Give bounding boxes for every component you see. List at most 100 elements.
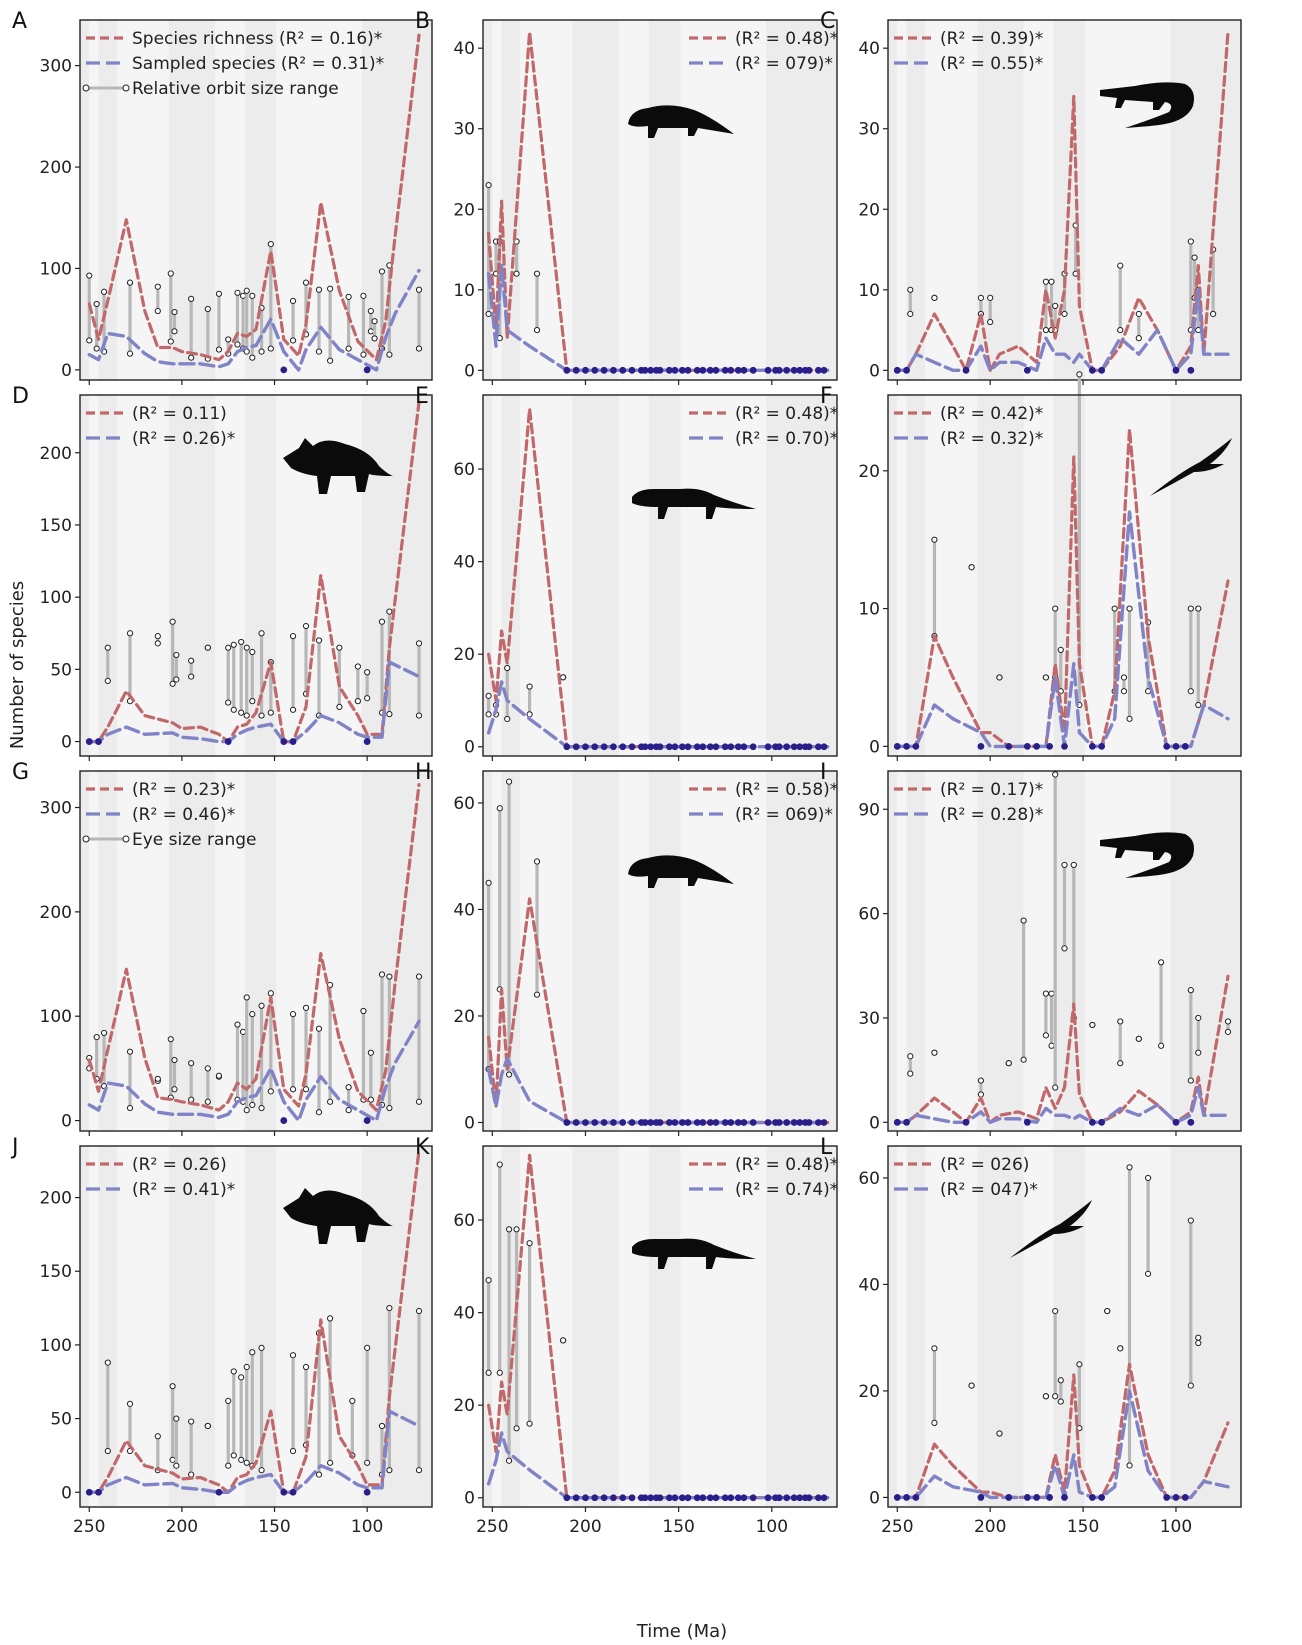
size-range-max-point: [415, 1307, 423, 1315]
period-band: [977, 1146, 1024, 1507]
zero-sample-point: [712, 743, 720, 751]
legend-label: (R² = 0.26): [132, 1155, 227, 1175]
size-range-max-point: [931, 294, 938, 301]
y-tick-label: 40: [453, 39, 475, 59]
size-range-min-point: [345, 1107, 352, 1114]
size-range-max-point: [977, 294, 984, 301]
size-range-max-point: [1052, 605, 1059, 612]
zero-sample-point: [693, 366, 701, 374]
size-range-max-point: [1187, 238, 1194, 245]
legend-label: Sampled species (R² = 0.31)*: [132, 54, 384, 74]
y-tick-label: 20: [453, 200, 475, 220]
x-tick-label: 200: [974, 1517, 1006, 1537]
size-range-max-point: [1117, 262, 1124, 269]
size-range-min-point: [93, 345, 100, 352]
size-range-max-point: [496, 805, 503, 812]
zero-sample-point: [610, 1494, 617, 1502]
period-band: [925, 771, 978, 1131]
size-range-max-point: [1195, 1334, 1202, 1341]
size-range-max-point: [302, 1004, 310, 1011]
legend-label: (R² = 047)*: [940, 1180, 1038, 1200]
period-band: [89, 395, 99, 756]
zero-sample-point: [796, 366, 804, 374]
size-range-max-point: [289, 633, 297, 640]
size-range-min-point: [249, 1101, 256, 1109]
period-band: [888, 771, 898, 1131]
zero-sample-point: [749, 366, 757, 374]
legend-label: (R² = 0.48)*: [735, 1155, 838, 1175]
zero-sample-point: [775, 1119, 783, 1126]
legend-range-end: [82, 84, 90, 92]
size-range-max-point: [1135, 310, 1142, 318]
zero-sample-point: [796, 743, 804, 751]
y-tick-label: 20: [453, 1396, 475, 1416]
size-range-min-point: [415, 1098, 423, 1105]
zero-sample-point: [893, 1118, 901, 1126]
size-range-max-point: [267, 241, 274, 248]
y-tick-label: 40: [453, 1304, 475, 1324]
species-richness-line: [87, 782, 421, 1112]
y-tick-label: 20: [453, 645, 475, 665]
archosaur-silhouette-icon: [632, 1238, 756, 1269]
period-band: [1023, 395, 1054, 756]
size-range-max-point: [126, 279, 134, 286]
y-tick-label: 40: [453, 553, 475, 573]
period-band: [1084, 771, 1171, 1131]
size-range-min-point: [267, 345, 274, 352]
mammaliform-silhouette-icon: [628, 855, 734, 888]
size-range-min-point: [1187, 688, 1194, 695]
zero-sample-point: [1088, 742, 1096, 750]
period-band: [501, 20, 521, 380]
zero-sample-point: [775, 366, 783, 374]
size-range-max-point: [154, 1433, 161, 1440]
period-band: [492, 20, 502, 380]
size-range-min-point: [258, 1467, 265, 1474]
period-band: [977, 395, 1024, 756]
legend-label: (R² = 079)*: [735, 54, 833, 74]
zero-sample-point: [628, 366, 636, 374]
size-range-min-point: [415, 712, 423, 719]
zero-sample-point: [280, 738, 288, 745]
zero-sample-point: [903, 1494, 910, 1501]
size-range-min-point: [386, 351, 393, 358]
legend-label: (R² = 0.23)*: [132, 780, 235, 800]
zero-sample-point: [600, 743, 608, 751]
size-range-min-point: [327, 357, 334, 364]
zero-sample-point: [790, 1119, 798, 1126]
size-range-max-point: [315, 286, 323, 293]
size-range-max-point: [289, 297, 297, 305]
zero-sample-point: [1172, 1118, 1180, 1126]
zero-sample-point: [1033, 742, 1041, 750]
size-range-min-point: [533, 991, 541, 998]
legend-label: (R² = 0.28)*: [940, 805, 1043, 825]
size-range-max-point: [1158, 959, 1165, 966]
zero-sample-point: [699, 1494, 707, 1502]
y-tick-label: 30: [453, 120, 475, 140]
size-range-min-point: [315, 1109, 323, 1116]
y-tick-label: 0: [61, 361, 72, 381]
legend-label: (R² = 0.17)*: [940, 780, 1043, 800]
zero-sample-point: [820, 1119, 828, 1126]
size-range-max-point: [215, 1072, 223, 1079]
size-range-max-point: [173, 1415, 180, 1422]
zero-sample-point: [1023, 742, 1031, 750]
pterosaur-silhouette-icon: [1150, 438, 1232, 496]
period-band: [98, 395, 118, 756]
size-range-max-point: [513, 1226, 520, 1233]
size-range-min-point: [1195, 701, 1202, 709]
panel-a: 0 100 200 300 A Species richness (R² = 0.16)*…: [12, 9, 433, 385]
size-range-max-point: [345, 293, 352, 300]
size-range-max-point: [225, 336, 232, 343]
size-range-max-point: [415, 640, 423, 647]
size-range-min-point: [367, 328, 374, 335]
size-range-max-point: [496, 1161, 503, 1168]
size-range-max-point: [154, 633, 161, 640]
size-range-max-point: [230, 1368, 237, 1375]
zero-sample-point: [1181, 1494, 1189, 1501]
size-range-min-point: [1210, 310, 1217, 318]
zero-sample-point: [215, 1488, 223, 1496]
zero-sample-point: [572, 1494, 580, 1502]
zero-sample-point: [740, 366, 748, 374]
panel-e: 0 20 40 60 E (R² = 0.48)* (R² = 0.70)*: [415, 384, 838, 761]
size-range-min-point: [907, 1070, 914, 1077]
